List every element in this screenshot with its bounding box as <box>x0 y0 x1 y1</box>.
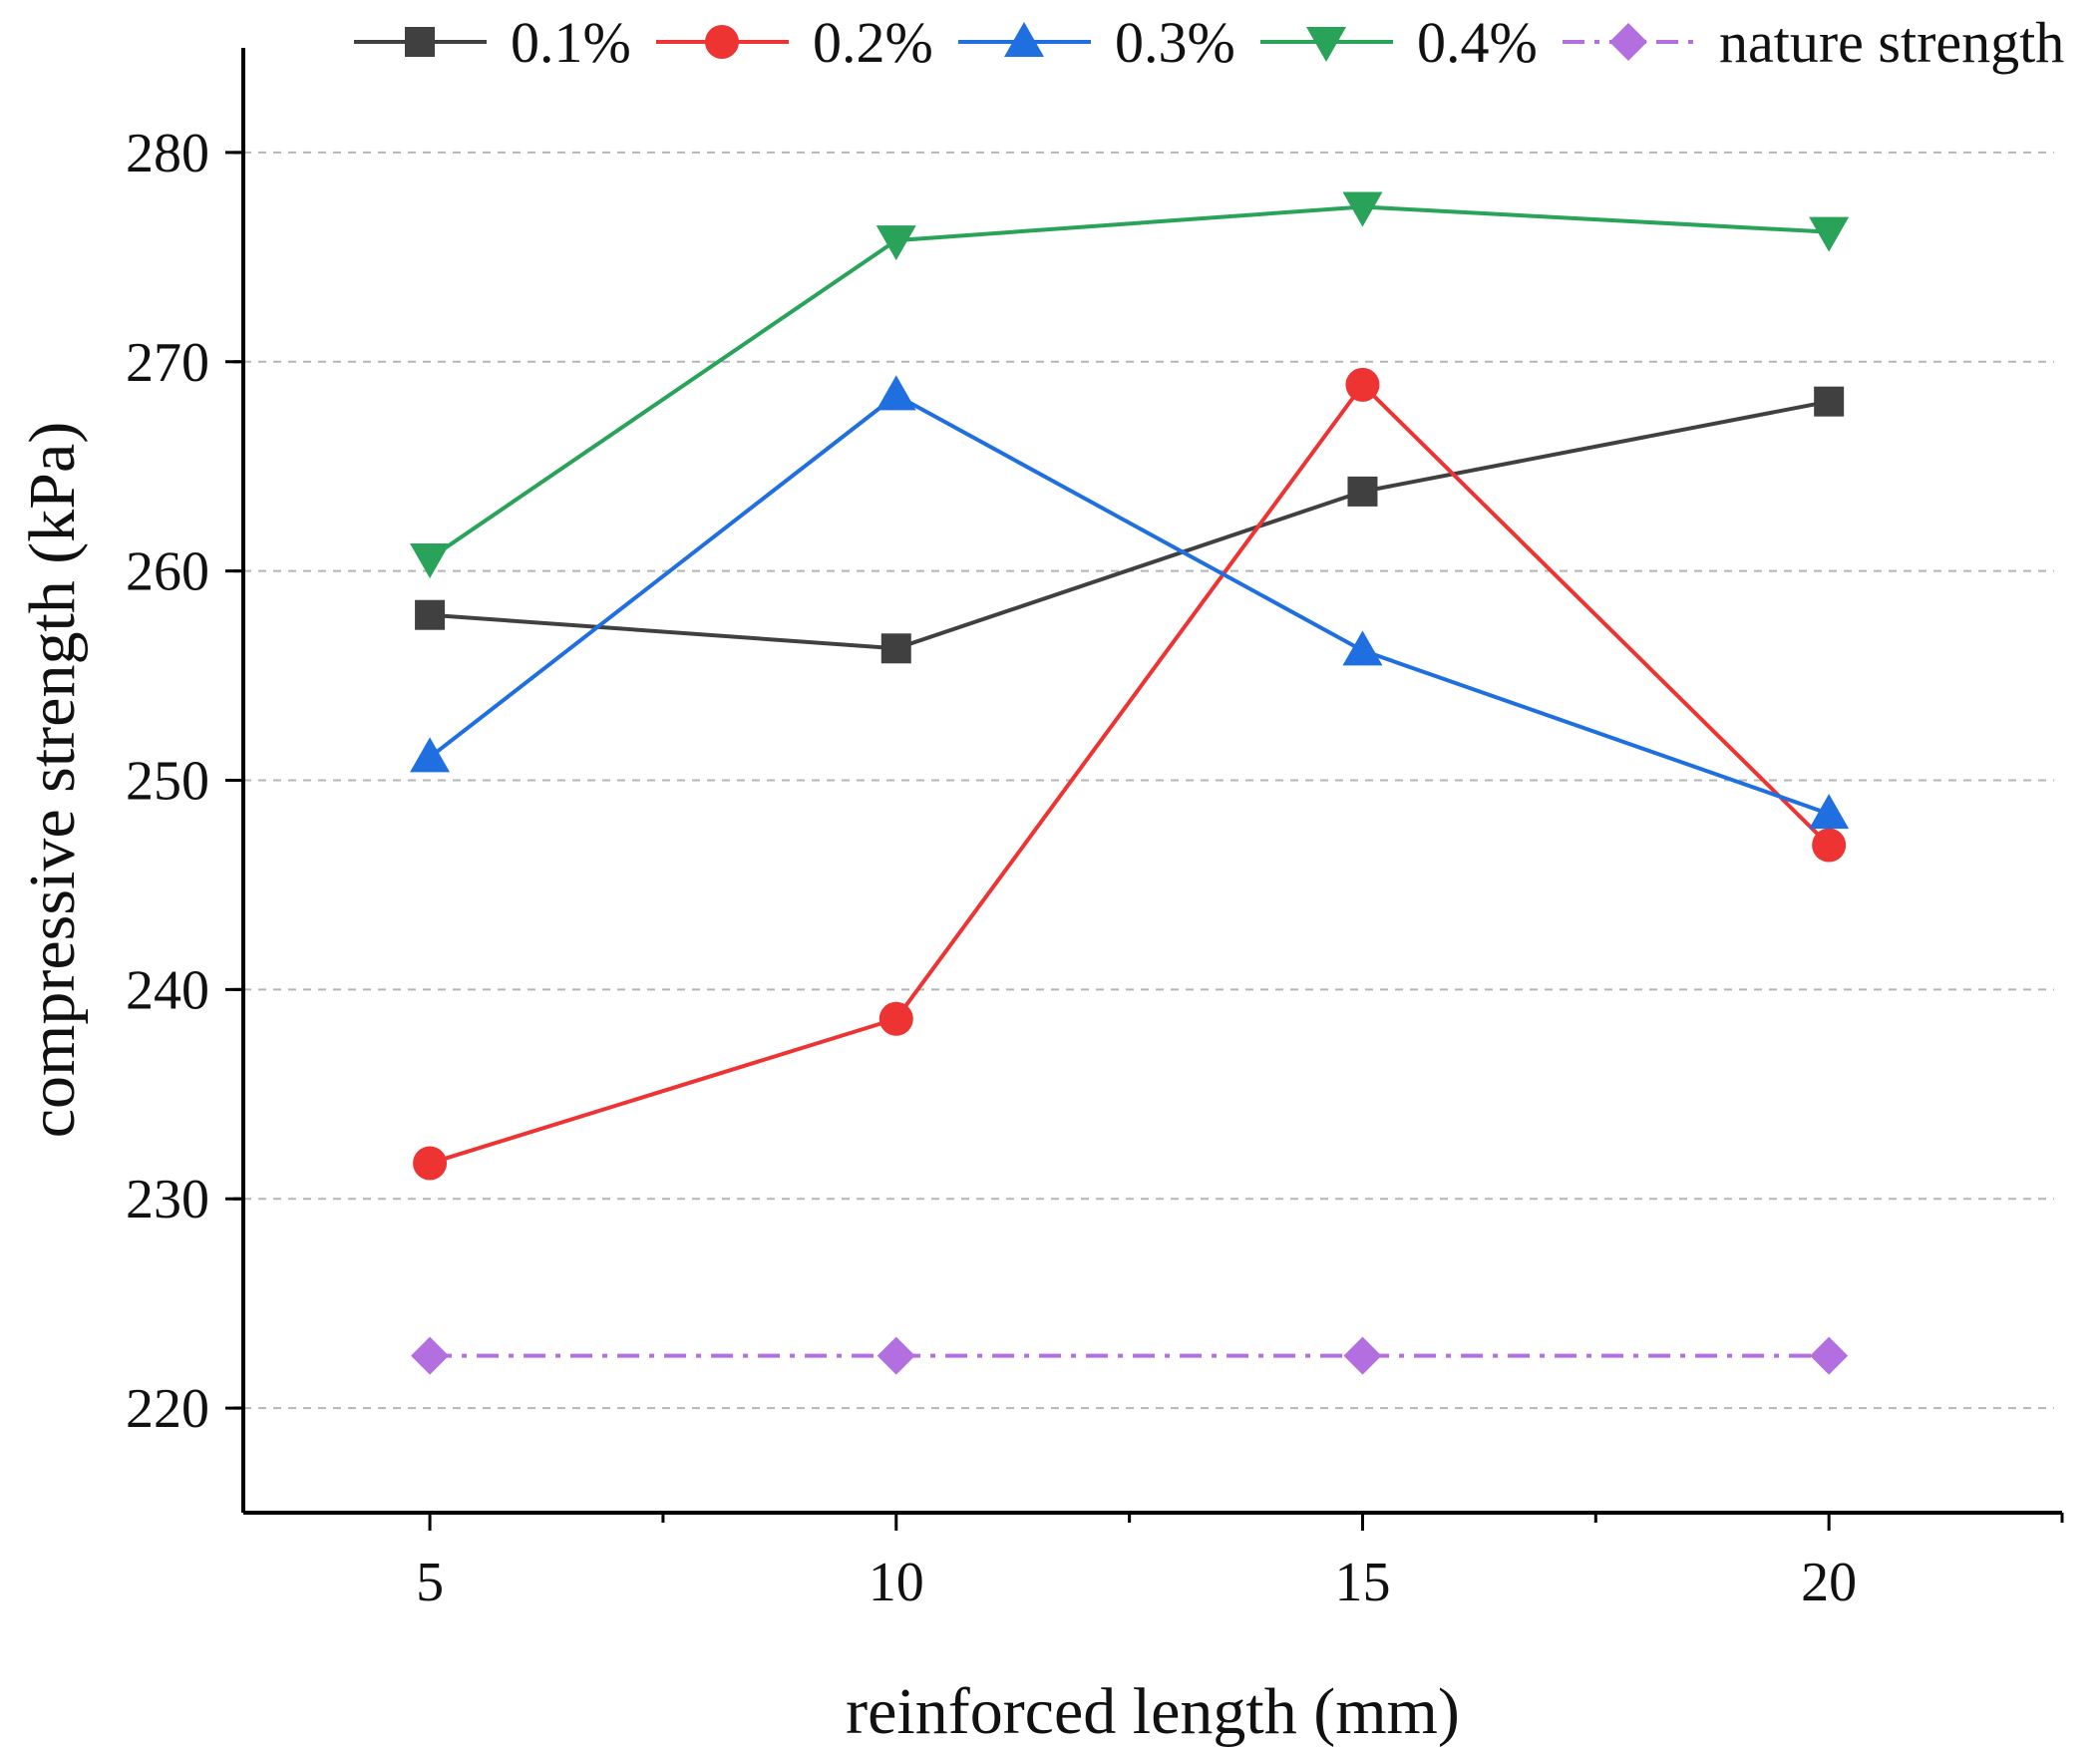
data-point-0-2pct-10 <box>878 1001 913 1036</box>
legend-item-0-1pct: 0.1% <box>354 10 631 75</box>
y-tick-label-220: 220 <box>126 1378 209 1440</box>
data-point-0-3pct-5 <box>410 737 451 773</box>
data-point-0-2pct-5 <box>413 1146 448 1181</box>
y-tick-label-230: 230 <box>126 1169 209 1230</box>
legend-marker-0-4pct <box>1306 27 1346 62</box>
series-layer <box>410 191 1850 1375</box>
y-tick-label-250: 250 <box>126 751 209 813</box>
legend: 0.1% 0.2% 0.3% 0.4% nature strength <box>354 10 2064 75</box>
gridlines <box>243 151 2054 1410</box>
data-point-nature-strength-20 <box>1810 1336 1849 1375</box>
y-tick-label-280: 280 <box>126 123 209 184</box>
legend-label: 0.4% <box>1417 10 1538 75</box>
data-point-nature-strength-5 <box>411 1336 450 1375</box>
legend-marker-0-2pct <box>705 25 739 59</box>
y-axis-title: compressive strength (kPa) <box>16 422 89 1139</box>
x-tick-label-10: 10 <box>869 1552 924 1613</box>
legend-marker-0-3pct <box>1004 22 1044 57</box>
data-point-0-2pct-20 <box>1812 828 1847 863</box>
x-axis-title: reinforced length (mm) <box>846 1675 1460 1748</box>
data-point-0-1pct-20 <box>1814 386 1845 417</box>
series-line-0-1pct <box>429 399 1830 651</box>
data-point-0-1pct-10 <box>880 633 911 664</box>
data-point-0-4pct-15 <box>1342 191 1383 227</box>
x-tick-label-15: 15 <box>1334 1552 1390 1613</box>
data-point-0-1pct-15 <box>1347 476 1378 507</box>
data-point-0-3pct-20 <box>1809 794 1850 830</box>
x-tick-label-20: 20 <box>1801 1552 1857 1613</box>
series-0-3pct <box>410 375 1850 830</box>
legend-item-nature-strength: nature strength <box>1563 10 2064 75</box>
series-0-2pct <box>413 367 1847 1181</box>
series-line-0-4pct <box>428 204 1830 560</box>
axis-ticks: 220 230 240 250 260 270 280 5 10 15 20 <box>126 123 2064 1613</box>
legend-item-0-3pct: 0.3% <box>958 10 1235 75</box>
data-point-0-4pct-5 <box>410 543 451 579</box>
y-tick-label-260: 260 <box>126 541 209 603</box>
series-line-0-3pct <box>428 392 1830 816</box>
y-tick-label-270: 270 <box>126 332 209 394</box>
legend-item-0-2pct: 0.2% <box>656 10 933 75</box>
data-point-0-3pct-10 <box>875 375 916 411</box>
data-point-nature-strength-10 <box>876 1336 915 1375</box>
legend-marker-nature-strength <box>1609 23 1647 61</box>
series-line-0-2pct <box>429 381 1831 1166</box>
legend-label: 0.1% <box>511 10 631 75</box>
series-nature-strength <box>411 1336 1849 1375</box>
legend-item-0-4pct: 0.4% <box>1260 10 1538 75</box>
data-point-0-4pct-20 <box>1809 216 1850 252</box>
legend-label: nature strength <box>1719 10 2064 75</box>
series-0-4pct <box>410 191 1850 579</box>
data-point-nature-strength-15 <box>1343 1336 1382 1375</box>
data-point-0-3pct-15 <box>1342 630 1383 666</box>
legend-label: 0.3% <box>1115 10 1235 75</box>
data-point-0-1pct-5 <box>415 599 446 630</box>
x-tick-label-5: 5 <box>416 1552 444 1613</box>
y-tick-label-240: 240 <box>126 959 209 1021</box>
legend-label: 0.2% <box>813 10 933 75</box>
data-point-0-4pct-10 <box>875 225 916 261</box>
legend-marker-0-1pct <box>405 27 435 57</box>
data-point-0-2pct-15 <box>1345 367 1380 402</box>
series-0-1pct <box>415 386 1845 664</box>
